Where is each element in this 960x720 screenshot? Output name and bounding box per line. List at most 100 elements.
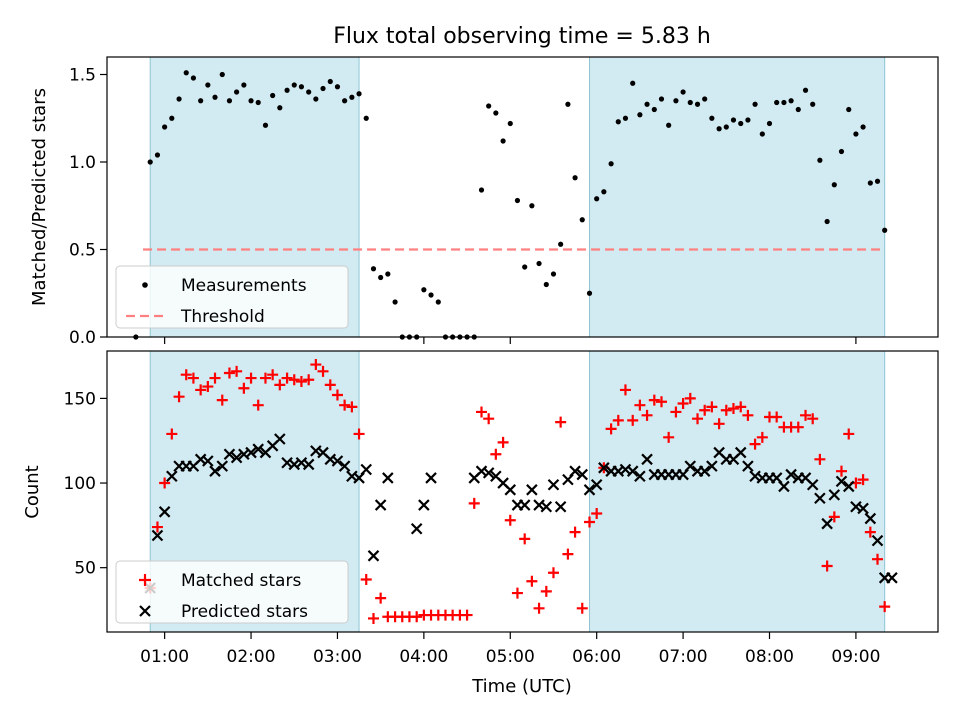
matched-star-point <box>375 592 387 604</box>
measurement-point <box>190 75 197 81</box>
measurement-point <box>154 152 161 158</box>
predicted-star-point <box>374 499 387 511</box>
bottom-xlabel: Time (UTC) <box>471 676 572 697</box>
measurement-point <box>356 91 362 97</box>
measurement-point <box>867 180 873 186</box>
measurement-point <box>766 120 773 127</box>
predicted-star-point <box>742 460 754 472</box>
matched-star-point <box>655 396 667 408</box>
matched-star-point <box>411 611 423 623</box>
measurement-point <box>709 115 715 121</box>
measurement-point <box>687 99 693 106</box>
matched-star-point <box>461 609 473 621</box>
measurement-point <box>824 218 830 225</box>
measurement-point <box>586 290 593 296</box>
matched-star-point <box>584 516 596 528</box>
measurement-point <box>255 99 261 106</box>
legend-marker-matched <box>139 574 151 586</box>
predicted-star-point <box>202 455 214 467</box>
matched-star-point <box>835 465 847 477</box>
measurement-point <box>522 264 528 270</box>
measurement-point <box>270 92 276 99</box>
matched-star-point <box>490 448 502 460</box>
predicted-star-point <box>684 460 697 472</box>
measurement-point <box>594 196 600 202</box>
measurement-point <box>176 96 182 102</box>
measurement-point <box>428 292 434 298</box>
matched-star-point <box>331 389 343 401</box>
measurement-point <box>579 217 585 223</box>
matched-star-point <box>252 399 264 411</box>
predicted-star-point <box>367 550 380 562</box>
measurement-point <box>478 187 485 193</box>
predicted-star-point <box>274 433 286 445</box>
matched-star-point <box>346 401 358 413</box>
predicted-star-point <box>540 500 553 513</box>
bottom-xtick-label: 07:00 <box>659 647 708 667</box>
measurement-point <box>716 126 722 132</box>
matched-star-point <box>814 453 826 465</box>
measurement-point <box>234 89 240 95</box>
predicted-star-point <box>151 529 164 542</box>
measurement-point <box>507 120 513 127</box>
predicted-star-point <box>331 455 344 467</box>
measurement-point <box>392 299 398 305</box>
predicted-star-point <box>410 522 423 535</box>
matched-star-point <box>800 409 812 421</box>
matched-star-point <box>339 399 351 411</box>
matched-star-point <box>727 403 739 415</box>
bottom-xtick-label: 06:00 <box>572 647 621 667</box>
matched-star-point <box>367 612 379 624</box>
matched-star-point <box>749 438 761 450</box>
predicted-star-point <box>886 572 898 584</box>
matched-star-point <box>238 382 250 394</box>
predicted-star-point <box>778 480 790 493</box>
measurement-point <box>284 87 290 93</box>
measurement-point <box>838 148 845 155</box>
matched-star-point <box>497 436 509 448</box>
top-legend-label: Threshold <box>180 307 265 327</box>
measurement-point <box>831 182 837 188</box>
legend-marker-measurements <box>142 282 148 288</box>
matched-star-point <box>612 414 624 426</box>
measurement-point <box>601 189 607 195</box>
measurement-point <box>212 94 218 100</box>
measurement-point <box>378 274 384 281</box>
measurement-point <box>327 78 333 85</box>
matched-star-point <box>295 375 307 387</box>
measurement-point <box>608 161 614 167</box>
predicted-star-point <box>554 500 567 513</box>
matched-star-point <box>699 404 711 416</box>
matched-star-point <box>259 372 271 384</box>
matched-star-point <box>353 428 365 440</box>
measurement-point <box>666 122 672 128</box>
measurement-point <box>262 122 269 128</box>
matched-star-point <box>756 431 768 443</box>
matched-star-point <box>713 418 725 430</box>
predicted-star-point <box>245 446 257 459</box>
matched-star-point <box>483 413 495 425</box>
measurement-point <box>694 101 701 107</box>
matched-star-point <box>223 367 235 379</box>
predicted-star-point <box>734 446 747 459</box>
measurement-point <box>529 203 535 209</box>
predicted-star-point <box>698 465 711 477</box>
predicted-star-point <box>590 478 603 491</box>
bottom-xtick-label: 02:00 <box>227 647 276 667</box>
predicted-star-point <box>518 499 531 511</box>
bottom-panel: Count Time (UTC) 50 100 150 01:00 02:00 03:00… <box>22 350 939 697</box>
matched-star-point <box>173 391 185 403</box>
matched-star-point <box>216 394 228 406</box>
measurement-point <box>673 98 679 104</box>
matched-star-point <box>547 567 559 579</box>
top-ytick-label: 1.0 <box>69 153 96 173</box>
predicted-star-point <box>418 499 430 511</box>
predicted-star-point <box>871 534 884 547</box>
predicted-star-point <box>166 470 178 483</box>
bottom-legend-box <box>115 560 349 624</box>
matched-star-point <box>324 379 336 391</box>
matched-star-point <box>231 365 243 377</box>
measurement-point <box>788 98 794 104</box>
measurement-point <box>219 71 225 78</box>
top-legend-label: Measurements <box>181 276 307 296</box>
